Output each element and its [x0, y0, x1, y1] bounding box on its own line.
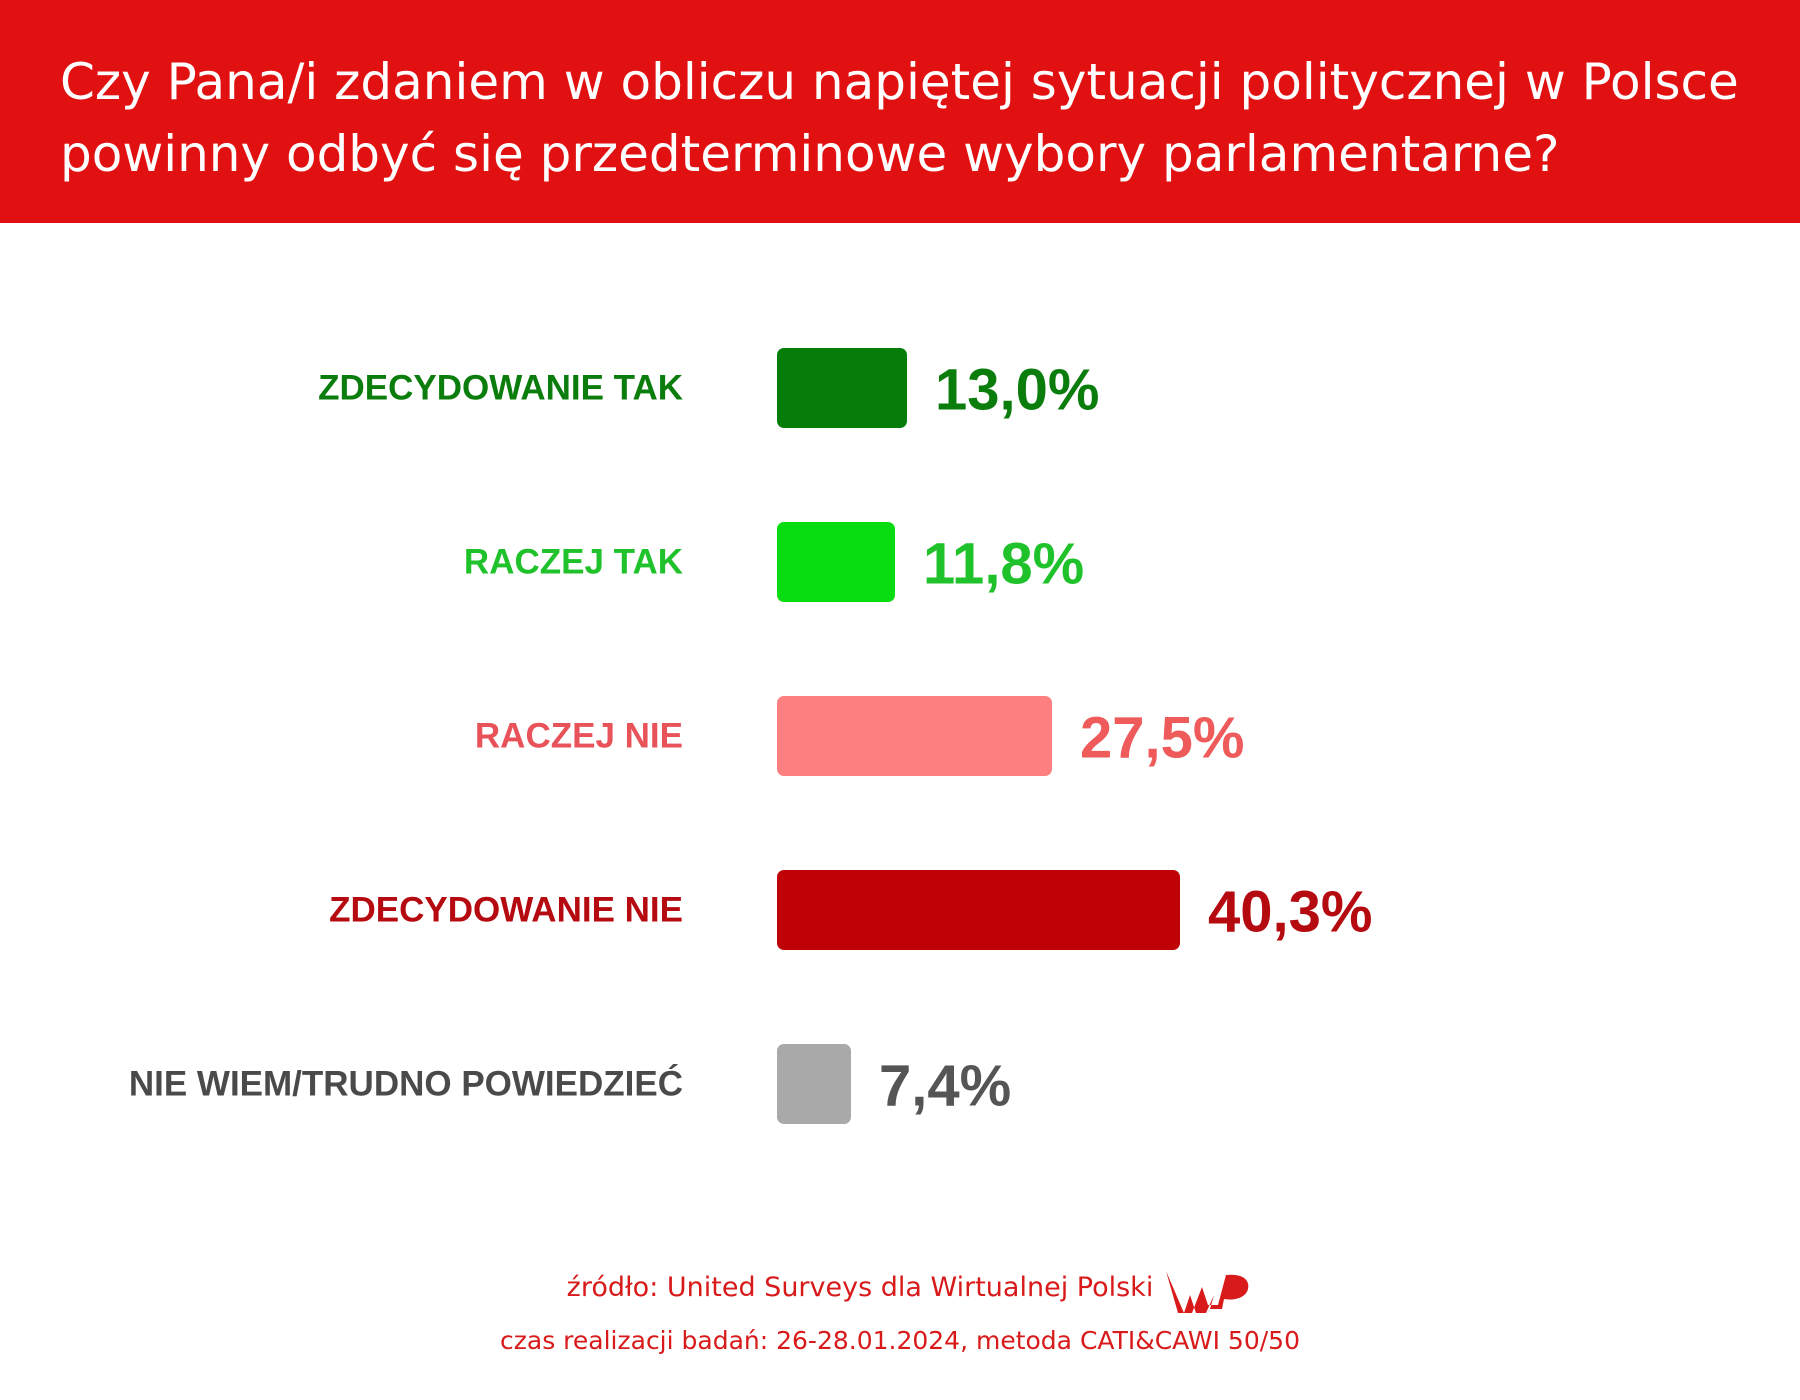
bar — [777, 522, 895, 602]
title-line-2: powinny odbyć się przedterminowe wybory … — [60, 125, 1560, 183]
header-banner: Czy Pana/i zdaniem w obliczu napiętej sy… — [0, 0, 1800, 223]
bar-chart: ZDECYDOWANIE TAK 13,0% RACZEJ TAK 11,8% RACZ… — [129, 348, 1372, 1124]
category-label: ZDECYDOWANIE NIE — [329, 891, 683, 930]
wp-logo-icon — [1166, 1271, 1249, 1313]
title-line-1: Czy Pana/i zdaniem w obliczu napiętej sy… — [60, 53, 1739, 111]
category-label: ZDECYDOWANIE TAK — [318, 369, 683, 408]
value-label: 27,5% — [1080, 706, 1244, 771]
method-note: czas realizacji badań: 26-28.01.2024, me… — [500, 1326, 1300, 1355]
bar — [777, 696, 1052, 776]
value-label: 40,3% — [1208, 880, 1372, 945]
category-label: RACZEJ NIE — [475, 717, 683, 756]
value-label: 13,0% — [935, 358, 1099, 423]
category-label: NIE WIEM/TRUDNO POWIEDZIEĆ — [129, 1064, 683, 1104]
bar — [777, 1044, 851, 1124]
value-label: 11,8% — [923, 532, 1084, 597]
chart-title: Czy Pana/i zdaniem w obliczu napiętej sy… — [60, 46, 1760, 190]
value-label: 7,4% — [879, 1054, 1011, 1119]
category-label: RACZEJ TAK — [464, 543, 683, 582]
source-note: źródło: United Surveys dla Wirtualnej Po… — [566, 1272, 1154, 1303]
bar — [777, 870, 1180, 950]
bar — [777, 348, 907, 428]
